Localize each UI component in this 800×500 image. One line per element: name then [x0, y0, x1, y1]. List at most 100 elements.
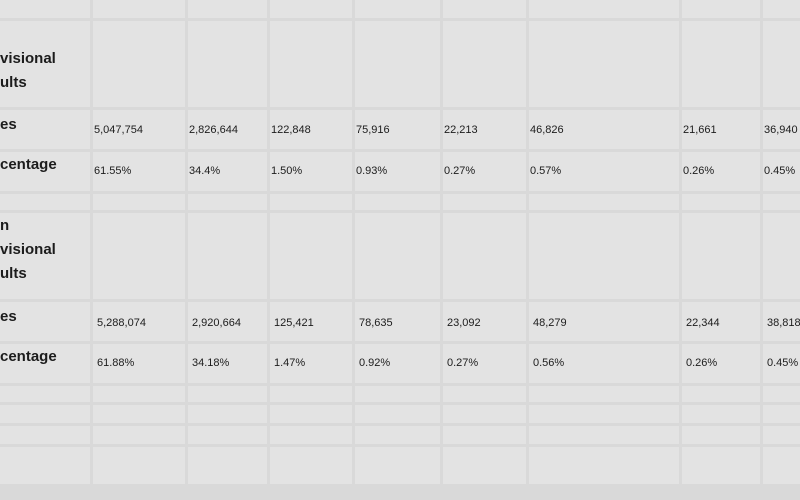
- percentage-cell: 34.4%: [189, 165, 221, 177]
- percentage-cell: 34.18%: [192, 357, 230, 369]
- votes-cell: 22,344: [686, 317, 720, 329]
- percentage-cell: 0.45%: [764, 165, 796, 177]
- table-row: [0, 0, 800, 18]
- table-cell: 22,213: [443, 110, 526, 149]
- table-cell: [188, 0, 267, 18]
- table-cell: [443, 405, 526, 423]
- table-cell: 75,916: [355, 110, 440, 149]
- percentage-label: centage: [0, 156, 57, 173]
- votes-label: es: [0, 116, 17, 133]
- table-cell: [443, 426, 526, 444]
- table-cell: 61.88%: [93, 344, 185, 383]
- table-cell: 1.47%: [270, 344, 352, 383]
- table-cell: [93, 194, 185, 210]
- votes-cell: 2,920,664: [192, 317, 241, 329]
- table-cell: 0.92%: [355, 344, 440, 383]
- table-cell: [529, 213, 679, 299]
- table-cell: [763, 405, 800, 423]
- table-cell: 1.50%: [270, 152, 352, 191]
- table-row-spacer: [0, 426, 800, 444]
- table-cell: [529, 0, 679, 18]
- table-cell: [270, 21, 352, 107]
- table-cell: 0.93%: [355, 152, 440, 191]
- table-cell: [529, 405, 679, 423]
- table-cell: [355, 213, 440, 299]
- table-cell: [188, 426, 267, 444]
- table-cell: [443, 21, 526, 107]
- table-cell: [93, 0, 185, 18]
- percentage-cell: 61.55%: [94, 165, 132, 177]
- table-cell: [93, 21, 185, 107]
- table-cell: [270, 405, 352, 423]
- table-cell: [763, 21, 800, 107]
- votes-cell: 2,826,644: [189, 124, 238, 136]
- votes-cell: 38,818: [767, 317, 800, 329]
- table-cell: 125,421: [270, 302, 352, 341]
- votes-cell: 48,279: [533, 317, 567, 329]
- votes-cell: 125,421: [274, 317, 314, 329]
- table-cell: [529, 426, 679, 444]
- table-cell: [188, 21, 267, 107]
- table-cell: [0, 0, 90, 18]
- table-cell: [0, 447, 90, 484]
- table-cell: 23,092: [443, 302, 526, 341]
- table-cell: [270, 426, 352, 444]
- table-cell: [93, 213, 185, 299]
- table-cell: [529, 194, 679, 210]
- table-row-heading: visional ults: [0, 21, 800, 107]
- table-cell: [682, 0, 760, 18]
- votes-cell: 46,826: [530, 124, 564, 136]
- table-cell: [682, 426, 760, 444]
- table-cell: [270, 0, 352, 18]
- table-cell: [188, 213, 267, 299]
- table-cell: 48,279: [529, 302, 679, 341]
- table-cell: [763, 386, 800, 402]
- table-cell: [682, 447, 760, 484]
- table-cell: 0.27%: [443, 152, 526, 191]
- table-cell: 22,344: [682, 302, 760, 341]
- votes-cell: 23,092: [447, 317, 481, 329]
- table-cell: 2,920,664: [188, 302, 267, 341]
- table-cell: [270, 213, 352, 299]
- table-row-votes: es 5,288,074 2,920,664 125,421 78,635 23…: [0, 302, 800, 341]
- table-cell: 0.45%: [763, 344, 800, 383]
- table-cell: es: [0, 302, 90, 341]
- table-cell: [529, 447, 679, 484]
- table-cell: [188, 194, 267, 210]
- percentage-cell: 61.88%: [97, 357, 135, 369]
- table-cell: [0, 386, 90, 402]
- votes-cell: 122,848: [271, 124, 311, 136]
- table-cell: 34.4%: [188, 152, 267, 191]
- table-cell: 46,826: [529, 110, 679, 149]
- table-cell: 0.57%: [529, 152, 679, 191]
- table-cell: [93, 405, 185, 423]
- table-cell: n visional ults: [0, 213, 90, 299]
- section-heading-line: n: [0, 217, 10, 234]
- table-cell: [355, 386, 440, 402]
- table-cell: [443, 447, 526, 484]
- table-cell: 36,940: [763, 110, 800, 149]
- table-cell: 0.26%: [682, 152, 760, 191]
- table-cell: [443, 213, 526, 299]
- table-row-spacer: [0, 194, 800, 210]
- table-cell: centage: [0, 152, 90, 191]
- table-cell: [355, 0, 440, 18]
- table-cell: 21,661: [682, 110, 760, 149]
- table-cell: [355, 405, 440, 423]
- table-row-spacer: [0, 405, 800, 423]
- table-row-heading: n visional ults: [0, 213, 800, 299]
- section-heading-line: visional: [0, 241, 56, 258]
- table-cell: [682, 213, 760, 299]
- table-cell: 0.26%: [682, 344, 760, 383]
- table-cell: [355, 21, 440, 107]
- table-row-spacer: [0, 447, 800, 484]
- votes-cell: 21,661: [683, 124, 717, 136]
- table-cell: [93, 386, 185, 402]
- table-cell: 0.27%: [443, 344, 526, 383]
- table-cell: [682, 405, 760, 423]
- percentage-cell: 1.50%: [271, 165, 303, 177]
- table-cell: 122,848: [270, 110, 352, 149]
- table-cell: 34.18%: [188, 344, 267, 383]
- table-cell: [270, 386, 352, 402]
- table-cell: 2,826,644: [188, 110, 267, 149]
